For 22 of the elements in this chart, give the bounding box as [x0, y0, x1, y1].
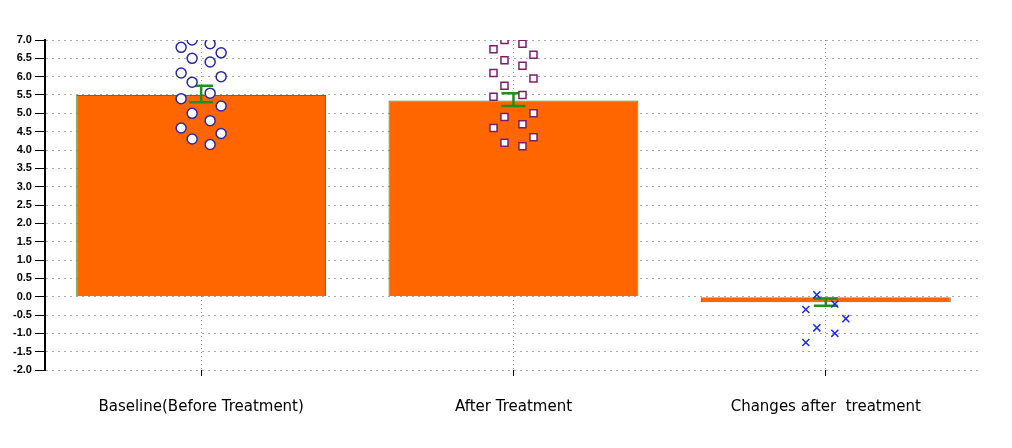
y-tick-label: 2.5 [16, 198, 32, 211]
x-tick-label: Changes after treatment [730, 396, 922, 415]
y-tick-label: 3.0 [16, 179, 32, 192]
y-tick-label: 6.0 [16, 69, 32, 82]
y-tick-label: -1.0 [12, 326, 32, 339]
x-tick-label: After Treatment [454, 396, 573, 415]
y-tick-label: -1.5 [12, 344, 32, 357]
x-tick-label: Baseline(Before Treatment) [98, 396, 304, 415]
y-tick-label: -0.5 [12, 308, 32, 321]
y-tick-label: 5.0 [16, 106, 32, 119]
y-tick-label: 4.0 [16, 143, 32, 156]
y-tick-label: 4.5 [16, 124, 32, 137]
y-tick-label: 1.0 [16, 253, 32, 266]
y-tick-label: 2.0 [16, 216, 32, 229]
y-tick-label: 6.5 [16, 51, 32, 64]
y-tick-label: 0.0 [16, 289, 32, 302]
y-tick-label: 1.5 [16, 234, 32, 247]
y-tick-label: 5.5 [16, 88, 32, 101]
y-tick-label: 7.0 [16, 33, 32, 46]
y-tick-label: -2.0 [12, 363, 32, 376]
y-tick-label: 3.5 [16, 161, 32, 174]
y-tick-label: 0.5 [16, 271, 32, 284]
